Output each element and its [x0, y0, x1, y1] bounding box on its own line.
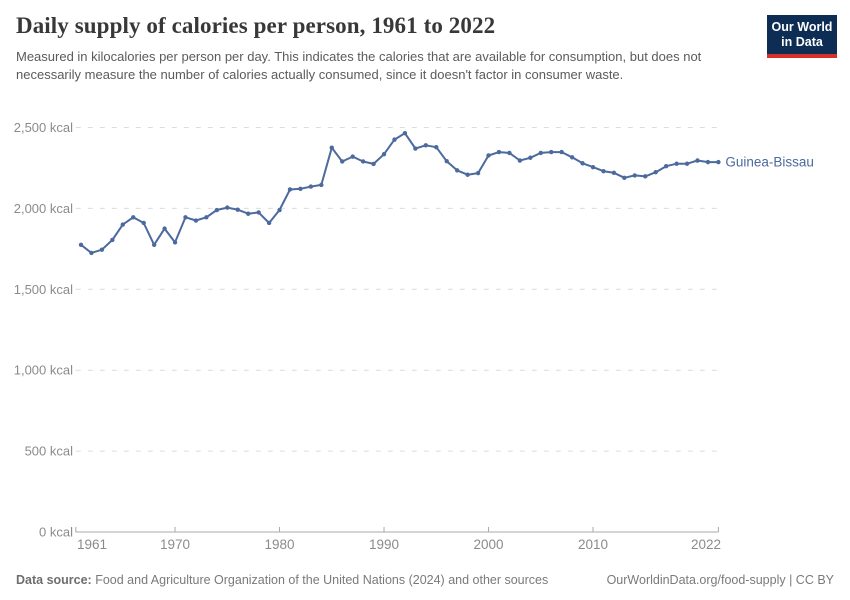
footer-link[interactable]: OurWorldinData.org/food-supply | CC BY — [606, 573, 834, 587]
data-point[interactable] — [287, 187, 293, 192]
data-point[interactable] — [214, 207, 220, 213]
data-point[interactable] — [151, 242, 157, 248]
data-point[interactable] — [89, 250, 94, 256]
y-axis-label: 1,000 kcal — [14, 363, 73, 378]
data-source-label: Data source: — [16, 573, 92, 587]
data-point[interactable] — [444, 158, 449, 164]
data-point[interactable] — [423, 143, 429, 148]
data-point[interactable] — [496, 149, 502, 155]
series-line[interactable] — [80, 132, 720, 254]
data-point[interactable] — [465, 172, 470, 177]
data-point[interactable] — [381, 151, 387, 157]
owid-logo[interactable]: Our World in Data — [767, 15, 837, 58]
data-point[interactable] — [695, 158, 700, 163]
x-axis-label: 2000 — [473, 537, 503, 552]
data-point[interactable] — [402, 130, 408, 136]
data-point[interactable] — [371, 161, 376, 167]
data-point[interactable] — [517, 158, 523, 163]
data-point[interactable] — [204, 215, 209, 220]
data-point[interactable] — [308, 184, 314, 189]
data-point[interactable] — [632, 173, 638, 178]
data-source-text: Food and Agriculture Organization of the… — [91, 573, 549, 587]
data-point[interactable] — [319, 182, 324, 188]
data-point[interactable] — [454, 168, 460, 173]
x-axis-label: 2010 — [578, 537, 608, 552]
data-point[interactable] — [225, 205, 230, 210]
x-axis-label: 2022 — [691, 537, 721, 552]
data-point[interactable] — [193, 218, 199, 223]
chart-subtitle: Measured in kilocalories per person per … — [16, 49, 702, 82]
data-point[interactable] — [183, 215, 188, 220]
data-point[interactable] — [266, 220, 272, 226]
data-point[interactable] — [235, 207, 240, 212]
data-point[interactable] — [475, 170, 481, 176]
owid-logo-line2: in Data — [781, 35, 823, 49]
chart-header: Daily supply of calories per person, 196… — [16, 13, 837, 84]
data-point[interactable] — [684, 161, 690, 166]
data-point[interactable] — [131, 215, 136, 220]
data-point[interactable] — [538, 150, 543, 156]
data-point[interactable] — [120, 222, 125, 227]
data-point[interactable] — [622, 175, 627, 181]
data-point[interactable] — [110, 237, 115, 243]
data-point[interactable] — [569, 155, 575, 160]
y-axis-label: 2,000 kcal — [14, 201, 73, 216]
data-point[interactable] — [245, 211, 251, 216]
data-point[interactable] — [350, 154, 355, 159]
line-chart: 0 kcal 500 kcal 1,000 kcal 1,500 kcal 2,000 … — [14, 120, 814, 552]
data-point[interactable] — [674, 161, 679, 166]
data-point[interactable] — [298, 186, 303, 192]
x-axis-label: 1990 — [369, 537, 399, 552]
data-point[interactable] — [653, 169, 658, 175]
data-point[interactable] — [507, 150, 512, 156]
data-point[interactable] — [329, 145, 334, 150]
data-point[interactable] — [705, 159, 711, 165]
data-point[interactable] — [340, 159, 345, 164]
data-point[interactable] — [413, 146, 418, 151]
series-label[interactable]: Guinea-Bissau — [725, 155, 814, 170]
data-point[interactable] — [392, 137, 397, 142]
data-point[interactable] — [162, 226, 167, 231]
data-point[interactable] — [78, 242, 84, 248]
chart-footer: Data source: Food and Agriculture Organi… — [16, 573, 834, 587]
x-axis-label: 1980 — [265, 537, 295, 552]
data-point[interactable] — [559, 149, 564, 155]
data-point[interactable] — [611, 170, 617, 176]
data-point[interactable] — [590, 164, 596, 170]
y-axis-label: 0 kcal — [39, 525, 73, 540]
data-point[interactable] — [434, 145, 439, 150]
data-point[interactable] — [716, 159, 721, 165]
data-point[interactable] — [256, 210, 261, 215]
owid-logo-line1: Our World — [771, 20, 833, 34]
x-axis-label: 1961 — [77, 537, 107, 552]
data-point[interactable] — [172, 240, 178, 245]
y-axis-label: 2,500 kcal — [14, 120, 73, 135]
data-point[interactable] — [663, 163, 669, 169]
x-axis-label: 1970 — [160, 537, 190, 552]
data-point[interactable] — [486, 153, 491, 158]
data-point[interactable] — [99, 247, 105, 252]
data-source: Data source: Food and Agriculture Organi… — [16, 573, 548, 587]
data-point[interactable] — [528, 155, 533, 160]
chart-title: Daily supply of calories per person, 196… — [16, 13, 496, 38]
y-axis-label: 500 kcal — [25, 444, 74, 459]
data-point[interactable] — [601, 168, 606, 174]
data-point[interactable] — [643, 174, 648, 179]
data-point[interactable] — [277, 207, 282, 213]
data-point[interactable] — [549, 149, 554, 155]
data-point[interactable] — [360, 159, 366, 164]
data-point[interactable] — [141, 220, 146, 226]
y-axis-label: 1,500 kcal — [14, 282, 73, 297]
data-point[interactable] — [580, 161, 585, 166]
